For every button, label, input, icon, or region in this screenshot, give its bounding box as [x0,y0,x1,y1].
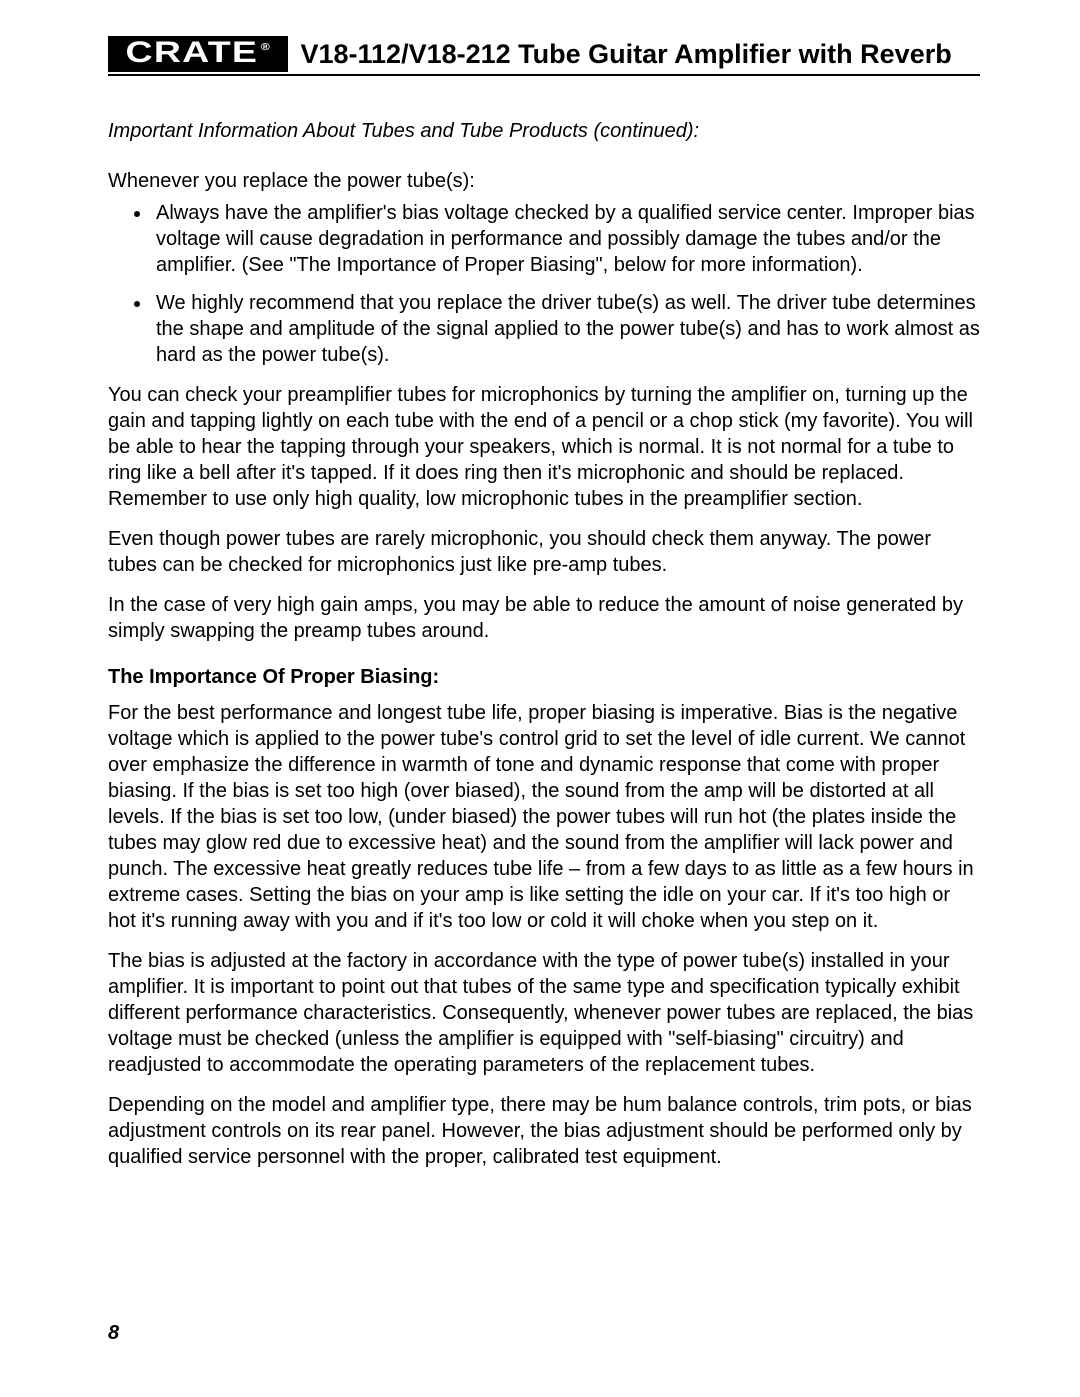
intro-line: Whenever you replace the power tube(s): [108,168,980,194]
list-item-text: Always have the amplifier's bias voltage… [156,202,975,276]
brand-text: CRATE [126,38,259,68]
section-heading: The Importance Of Proper Biasing: [108,664,980,690]
body-paragraph: In the case of very high gain amps, you … [108,592,980,644]
brand-logo: CRATE® [108,36,289,72]
registered-mark: ® [261,43,271,53]
page-header: CRATE® V18-112/V18-212 Tube Guitar Ampli… [108,36,980,76]
list-item-text: We highly recommend that you replace the… [156,292,980,366]
list-item: We highly recommend that you replace the… [152,290,980,368]
page-content: Important Information About Tubes and Tu… [108,118,980,1170]
list-item: Always have the amplifier's bias voltage… [152,200,980,278]
body-paragraph: For the best performance and longest tub… [108,700,980,934]
body-paragraph: Even though power tubes are rarely micro… [108,526,980,578]
body-paragraph: The bias is adjusted at the factory in a… [108,948,980,1078]
manual-page: CRATE® V18-112/V18-212 Tube Guitar Ampli… [0,0,1080,1397]
bullet-list: Always have the amplifier's bias voltage… [108,200,980,368]
page-title: V18-112/V18-212 Tube Guitar Amplifier wi… [300,39,951,70]
section-subtitle: Important Information About Tubes and Tu… [108,118,980,144]
page-number: 8 [108,1322,119,1345]
body-paragraph: You can check your preamplifier tubes fo… [108,382,980,512]
body-paragraph: Depending on the model and amplifier typ… [108,1092,980,1170]
